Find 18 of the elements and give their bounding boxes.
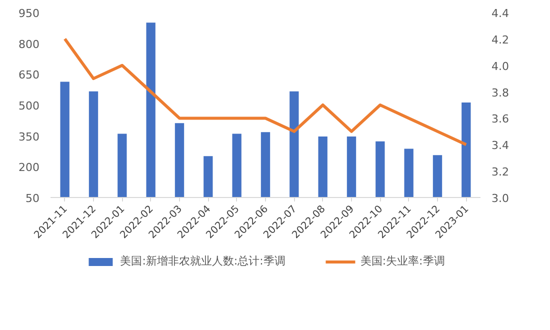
y2-tick-label: 3.4	[492, 139, 509, 152]
y2-tick-label: 3.8	[492, 86, 509, 100]
y2-tick-label: 3.6	[492, 112, 509, 126]
y2-tick-label: 4.4	[492, 7, 509, 20]
line-series	[63, 37, 468, 146]
y-tick-label: 800	[18, 38, 40, 51]
y-tick-label: 650	[18, 68, 40, 82]
y-tick-label: 950	[18, 7, 40, 20]
y-tick-label: 350	[18, 130, 40, 144]
y2-tick-label: 3.0	[492, 192, 509, 205]
y-tick-label: 500	[18, 100, 40, 112]
y-tick-label: 200	[18, 161, 40, 174]
y2-tick-label: 4.0	[492, 60, 509, 73]
y-tick-label: 50	[26, 192, 40, 205]
legend-label: 美国:新增非农就业人数:总计:季调	[120, 254, 286, 268]
y2-tick-label: 4.2	[492, 33, 509, 46]
legend-label: 美国:失业率:季调	[360, 254, 445, 268]
y2-tick-label: 3.2	[492, 166, 509, 179]
